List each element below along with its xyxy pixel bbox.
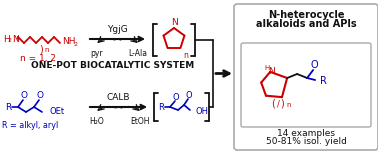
Text: N: N (170, 18, 177, 27)
Text: NH: NH (62, 38, 76, 46)
Text: R = alkyl, aryl: R = alkyl, aryl (2, 122, 58, 131)
Text: R: R (320, 76, 327, 86)
Text: (: ( (271, 98, 275, 108)
Text: alkaloids and APIs: alkaloids and APIs (256, 19, 356, 29)
Text: OH: OH (195, 106, 208, 115)
Text: ): ) (39, 44, 43, 54)
Text: /: / (277, 100, 279, 108)
Text: 2: 2 (74, 42, 78, 46)
Text: N: N (268, 67, 274, 76)
Text: CALB: CALB (107, 93, 130, 102)
Text: n: n (286, 102, 291, 108)
Text: 14 examples: 14 examples (277, 128, 335, 137)
Text: H: H (3, 35, 10, 44)
Text: H₂O: H₂O (90, 117, 104, 126)
Text: O: O (186, 91, 192, 100)
Text: n: n (183, 51, 188, 60)
Text: O: O (173, 93, 179, 102)
Text: YgjG: YgjG (107, 26, 128, 35)
Text: n = 1, 2: n = 1, 2 (20, 55, 56, 64)
Text: R: R (158, 102, 164, 111)
Text: 2: 2 (8, 38, 12, 44)
Text: OEt: OEt (49, 108, 64, 117)
Text: L-Ala: L-Ala (129, 49, 147, 58)
Text: H: H (265, 65, 270, 71)
Text: O: O (310, 60, 318, 70)
Text: ): ) (280, 98, 284, 108)
Text: O: O (37, 91, 43, 100)
Text: R: R (5, 102, 11, 111)
FancyBboxPatch shape (234, 4, 378, 150)
Text: ONE-POT BIOCATALYTIC SYSTEM: ONE-POT BIOCATALYTIC SYSTEM (31, 60, 195, 69)
Text: 50-81% isol. yield: 50-81% isol. yield (266, 137, 347, 146)
Text: n: n (44, 47, 48, 53)
FancyBboxPatch shape (241, 43, 371, 127)
Text: N-heterocycle: N-heterocycle (268, 10, 344, 20)
Text: O: O (20, 91, 28, 100)
Text: pyr: pyr (91, 49, 103, 58)
Text: EtOH: EtOH (130, 117, 150, 126)
Text: N: N (12, 35, 19, 44)
